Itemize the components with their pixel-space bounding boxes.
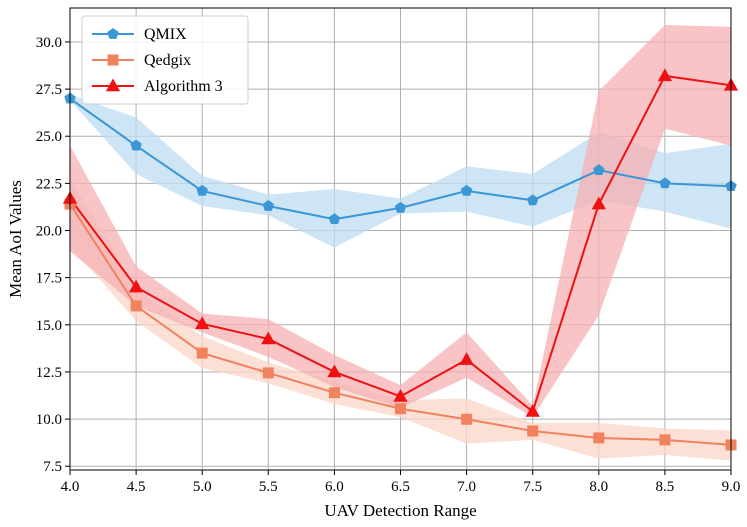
qedgix-point [395, 403, 406, 415]
x-axis-label: UAV Detection Range [324, 501, 476, 520]
qmix-point [394, 201, 407, 213]
qedgix-point [196, 347, 208, 359]
y-tick-label: 15.0 [36, 318, 62, 334]
x-tick-label: 6.5 [391, 479, 410, 495]
qedgix-point [262, 367, 274, 379]
legend-marker-qedgix [107, 54, 119, 66]
qmix-point [262, 200, 275, 211]
y-tick-label: 22.5 [36, 176, 62, 192]
algorithm-3-point [657, 68, 673, 82]
legend-label-qmix: QMIX [144, 26, 187, 43]
algorithm-3-point [393, 388, 408, 402]
algorithm-3-band [70, 24, 731, 418]
x-tick-label: 5.0 [193, 479, 212, 495]
qedgix-point [593, 432, 605, 444]
x-tick-label: 8.5 [656, 479, 675, 495]
x-tick-label: 4.0 [61, 479, 80, 495]
y-tick-label: 25.0 [36, 129, 62, 145]
algorithm-3-point [195, 316, 210, 330]
algorithm-3-point [459, 352, 474, 365]
qmix-point [526, 194, 539, 206]
qedgix-point [130, 300, 142, 312]
x-tick-label: 6.0 [325, 479, 344, 495]
y-tick-label: 10.0 [36, 412, 62, 428]
qmix-band [70, 94, 731, 248]
x-tick-label: 7.5 [523, 479, 542, 495]
qmix-point [328, 213, 341, 225]
qmix-point [460, 184, 473, 196]
x-tick-label: 9.0 [722, 479, 741, 495]
y-axis-ticks: 7.5 10.0 12.5 15.0 17.5 20.0 22.5 25.0 27.5 30.0 [36, 35, 70, 475]
algorithm-3-point [591, 196, 606, 210]
y-tick-label: 17.5 [36, 271, 62, 287]
x-tick-label: 8.0 [589, 479, 608, 495]
y-tick-label: 20.0 [36, 224, 62, 240]
qedgix-point [461, 413, 473, 425]
legend-label-algorithm-3: Algorithm 3 [144, 78, 223, 95]
x-axis-ticks: 4.0 4.5 5.0 5.5 6.0 6.5 7.0 7.5 8.0 8.5 9.0 [61, 470, 741, 495]
qmix-point [659, 177, 671, 189]
algorithm-3-point [327, 364, 342, 378]
y-tick-label: 12.5 [36, 365, 62, 381]
legend: QMIX Qedgix Algorithm 3 [81, 15, 249, 105]
legend-marker-algorithm-3 [105, 78, 121, 92]
legend-marker-qmix [107, 28, 119, 39]
qmix-point [130, 139, 142, 151]
algorithm-3-point [128, 279, 144, 293]
legend-box [81, 15, 249, 105]
qmix-point [593, 164, 605, 176]
qmix-point [196, 184, 208, 196]
qedgix-point [527, 425, 539, 437]
x-tick-label: 5.5 [259, 479, 278, 495]
qedgix-point [328, 387, 340, 399]
y-tick-label: 30.0 [36, 35, 62, 51]
qedgix-point [659, 434, 671, 446]
y-tick-label: 7.5 [43, 459, 62, 475]
x-tick-label: 4.5 [127, 479, 146, 495]
series-markers [62, 68, 739, 451]
legend-label-qedgix: Qedgix [144, 52, 191, 69]
algorithm-3-point [261, 331, 276, 345]
algorithm-3-point [525, 404, 540, 417]
y-axis-label: Mean AoI Values [6, 180, 25, 298]
y-tick-label: 27.5 [36, 82, 62, 98]
x-tick-label: 7.0 [457, 479, 476, 495]
